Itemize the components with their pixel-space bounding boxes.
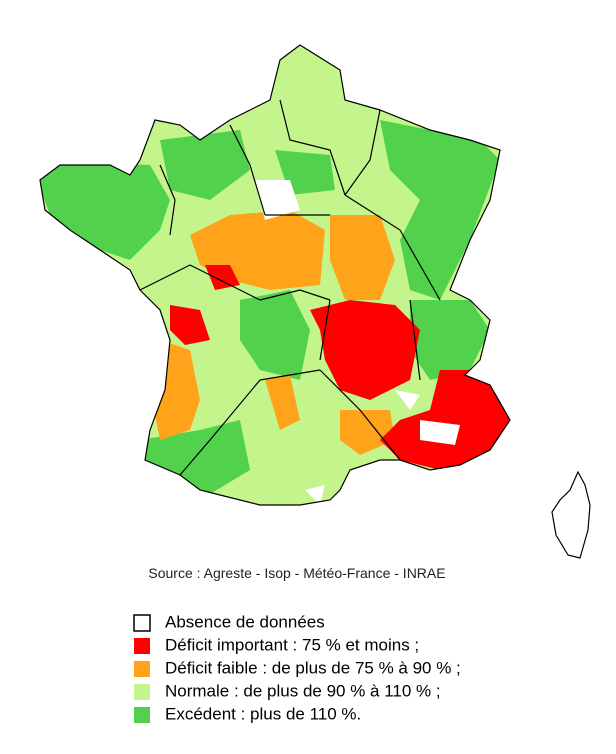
region-deficit-faible xyxy=(340,410,395,455)
region-deficit-faible xyxy=(265,375,300,430)
region-deficit-important xyxy=(170,305,210,345)
legend-swatch xyxy=(134,707,150,723)
region-excedent xyxy=(380,120,500,300)
legend-label: Normale : de plus de 90 % à 110 % ; xyxy=(165,681,441,700)
legend-swatch xyxy=(134,638,150,654)
corsica xyxy=(551,470,591,559)
legend-swatch xyxy=(134,661,150,677)
legend-label: Absence de données xyxy=(165,612,325,631)
legend: Absence de données Déficit important : 75… xyxy=(133,612,461,723)
legend-label: Déficit faible : de plus de 75 % à 90 % … xyxy=(165,658,461,677)
region-deficit-important xyxy=(380,370,510,470)
region-borders xyxy=(39,44,511,506)
region-deficit-important xyxy=(310,300,420,400)
region-deficit-important xyxy=(205,265,240,290)
legend-swatch xyxy=(134,684,150,700)
legend-label: Déficit important : 75 % et moins ; xyxy=(165,635,419,654)
region-excedent xyxy=(410,300,490,380)
region-no-data xyxy=(395,390,420,410)
france-map xyxy=(40,45,510,505)
region-no-data xyxy=(255,180,300,220)
region-no-data xyxy=(420,420,460,445)
legend-swatch xyxy=(133,614,151,632)
region-excedent xyxy=(40,160,170,260)
region-excedent xyxy=(240,290,310,380)
region-deficit-faible xyxy=(330,215,395,300)
source: Source : Agreste - Isop - Météo-France -… xyxy=(148,565,445,581)
region-no-data xyxy=(305,485,325,505)
legend-label: Excédent : plus de 110 %. xyxy=(165,704,361,723)
region-excedent xyxy=(160,130,250,200)
